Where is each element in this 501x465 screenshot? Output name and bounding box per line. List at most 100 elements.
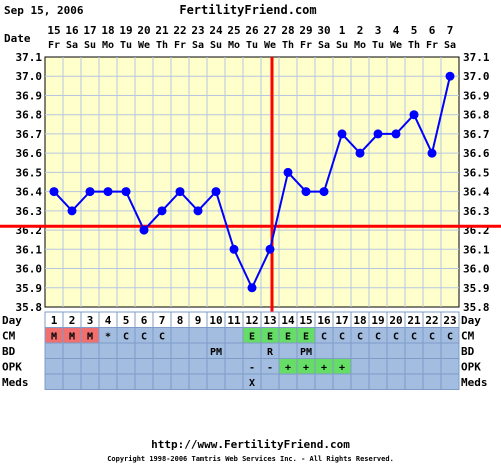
- cell-text-cm: M: [51, 332, 57, 343]
- date-label: 27: [263, 24, 276, 37]
- cell-text-day: 12: [245, 314, 258, 327]
- temperature-point[interactable]: [427, 148, 437, 158]
- temperature-point[interactable]: [301, 187, 311, 197]
- temperature-point[interactable]: [49, 187, 59, 197]
- cell-text-day: 14: [281, 314, 295, 327]
- cell-text-day: 4: [105, 314, 112, 327]
- cell-bd: [314, 342, 334, 359]
- temperature-point[interactable]: [319, 187, 329, 197]
- footer-url[interactable]: http://www.FertilityFriend.com: [151, 438, 350, 451]
- cell-text-day: 1: [51, 314, 58, 327]
- weekday-label: Su: [84, 40, 96, 51]
- y-tick-left: 36.6: [16, 147, 43, 160]
- cell-bd: [44, 342, 64, 359]
- temperature-point[interactable]: [211, 187, 221, 197]
- date-label: 7: [447, 24, 454, 37]
- cell-text-opk: +: [321, 363, 327, 374]
- cell-bd: [188, 342, 208, 359]
- weekday-label: Su: [336, 40, 348, 51]
- date-label: 17: [83, 24, 96, 37]
- temperature-point[interactable]: [409, 110, 419, 120]
- cell-text-cm: C: [411, 332, 417, 343]
- cell-meds: [386, 373, 406, 390]
- cell-bd: [404, 342, 424, 359]
- cell-cm: [188, 327, 208, 344]
- weekday-label: Tu: [246, 40, 258, 51]
- temperature-point[interactable]: [85, 187, 95, 197]
- y-tick-left: 35.9: [16, 282, 43, 295]
- temperature-point[interactable]: [229, 244, 239, 254]
- temperature-point[interactable]: [391, 129, 401, 139]
- temperature-point[interactable]: [283, 167, 293, 177]
- cell-text-day: 19: [371, 314, 384, 327]
- temperature-point[interactable]: [445, 71, 455, 81]
- weekday-label: Th: [408, 40, 420, 51]
- date-label: 16: [65, 24, 79, 37]
- cell-text-cm: C: [357, 332, 363, 343]
- date-label: 19: [119, 24, 132, 37]
- y-tick-left: 37.0: [16, 70, 43, 83]
- cell-bd: [386, 342, 406, 359]
- weekday-label: Tu: [372, 40, 384, 51]
- cell-text-day: 6: [141, 314, 148, 327]
- date-label: 28: [281, 24, 294, 37]
- weekday-label: Fr: [300, 40, 312, 51]
- temperature-point[interactable]: [67, 206, 77, 216]
- cell-text-day: 10: [209, 314, 222, 327]
- row-label-meds: Meds: [2, 376, 29, 389]
- cell-meds: [278, 373, 298, 390]
- cell-opk: [170, 358, 190, 375]
- weekday-label: Fr: [174, 40, 186, 51]
- cell-text-day: 20: [389, 314, 402, 327]
- cell-text-opk: -: [249, 363, 255, 374]
- cell-opk: [404, 358, 424, 375]
- cell-meds: [206, 373, 226, 390]
- temperature-point[interactable]: [175, 187, 185, 197]
- cell-cm: [170, 327, 190, 344]
- date-label: 3: [375, 24, 382, 37]
- y-tick-right: 36.4: [463, 186, 490, 199]
- weekday-label: Mo: [354, 40, 366, 51]
- cell-bd: [152, 342, 172, 359]
- y-tick-right: 36.3: [463, 205, 490, 218]
- temperature-point[interactable]: [121, 187, 131, 197]
- y-tick-right: 36.8: [463, 109, 490, 122]
- temperature-point[interactable]: [337, 129, 347, 139]
- temperature-point[interactable]: [193, 206, 203, 216]
- temperature-point[interactable]: [157, 206, 167, 216]
- y-tick-left: 36.5: [16, 166, 43, 179]
- cell-text-cm: C: [123, 332, 129, 343]
- weekday-label: Th: [282, 40, 294, 51]
- row-label-right-day: Day: [461, 314, 481, 327]
- cell-opk: [206, 358, 226, 375]
- y-tick-right: 35.8: [463, 301, 490, 314]
- cell-bd: [368, 342, 388, 359]
- weekday-label: Sa: [192, 40, 204, 51]
- y-tick-right: 36.9: [463, 89, 490, 102]
- temperature-point[interactable]: [265, 244, 275, 254]
- cell-text-opk: -: [267, 363, 273, 374]
- temperature-point[interactable]: [139, 225, 149, 235]
- y-tick-left: 36.1: [16, 243, 43, 256]
- row-label-right-bd: BD: [461, 345, 475, 358]
- site-name: FertilityFriend.com: [179, 3, 316, 17]
- cell-opk: [152, 358, 172, 375]
- cell-bd: [440, 342, 460, 359]
- row-label-day: Day: [2, 314, 22, 327]
- temperature-point[interactable]: [103, 187, 113, 197]
- weekday-label: Mo: [228, 40, 240, 51]
- cell-text-day: 18: [353, 314, 366, 327]
- weekday-label: Sa: [444, 40, 456, 51]
- temperature-point[interactable]: [355, 148, 365, 158]
- weekday-label: Th: [156, 40, 168, 51]
- cell-text-cm: E: [285, 332, 291, 343]
- temperature-point[interactable]: [247, 283, 257, 293]
- temperature-point[interactable]: [373, 129, 383, 139]
- cell-meds: [80, 373, 100, 390]
- weekday-label: We: [390, 40, 402, 51]
- date-label: 22: [173, 24, 186, 37]
- y-tick-right: 36.0: [463, 263, 490, 276]
- date-label: 21: [155, 24, 169, 37]
- cell-text-cm: E: [267, 332, 273, 343]
- cell-text-cm: M: [69, 332, 75, 343]
